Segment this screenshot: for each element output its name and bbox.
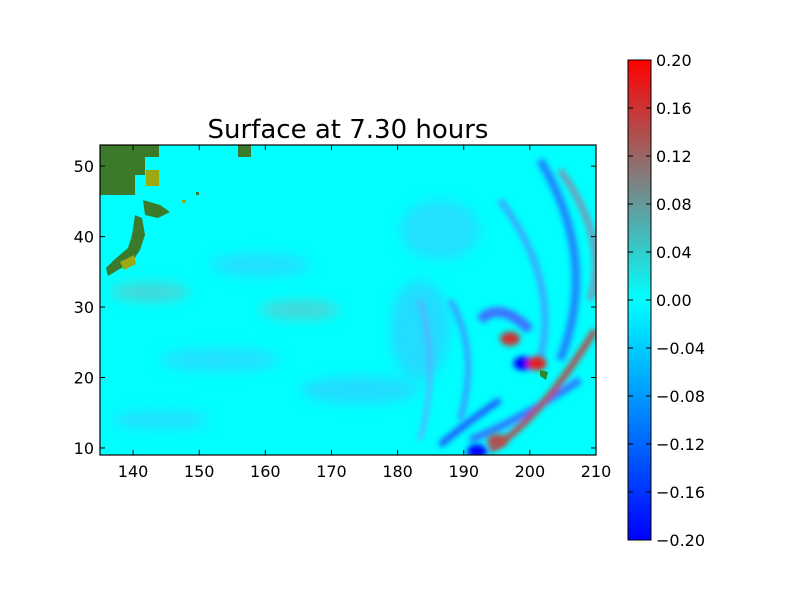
x-axis: 140 150 160 170 180 190 200 210 xyxy=(118,145,611,481)
x-tick: 140 xyxy=(118,145,149,481)
y-tick-label: 10 xyxy=(74,439,94,458)
x-tick-label: 150 xyxy=(184,462,215,481)
x-tick-label: 180 xyxy=(382,462,413,481)
colorbar: 0.20 0.16 0.12 0.08 0.04 0.00 −0.04 −0.08 −0.12 −… xyxy=(627,51,705,550)
colorbar-tick: 0.12 xyxy=(628,147,692,166)
colorbar-tick-label: −0.08 xyxy=(656,387,705,406)
wave-feature xyxy=(526,356,547,371)
colorbar-tick-label: 0.04 xyxy=(656,243,692,262)
wave-field xyxy=(100,145,596,455)
x-tick: 190 xyxy=(448,145,479,481)
x-tick: 170 xyxy=(316,145,347,481)
colorbar-tick-label: −0.16 xyxy=(656,483,705,502)
land-mass xyxy=(100,145,548,380)
y-tick-label: 20 xyxy=(74,369,94,388)
colorbar-tick: −0.20 xyxy=(628,531,705,550)
x-tick: 150 xyxy=(184,145,215,481)
heatmap-plot: 140 150 160 170 180 190 200 210 10 20 30 40 50 xyxy=(74,144,611,481)
y-tick: 10 xyxy=(74,439,596,458)
colorbar-tick-label: 0.12 xyxy=(656,147,692,166)
x-tick-label: 140 xyxy=(118,462,149,481)
wave-feature xyxy=(500,331,521,346)
y-tick: 30 xyxy=(74,298,596,317)
colorbar-tick: 0.04 xyxy=(628,243,692,262)
x-tick-label: 200 xyxy=(515,462,546,481)
wave-feature xyxy=(486,433,507,448)
y-tick-label: 50 xyxy=(74,157,94,176)
y-tick: 20 xyxy=(74,369,596,388)
colorbar-tick: −0.12 xyxy=(628,435,705,454)
colorbar-tick: −0.16 xyxy=(628,483,705,502)
colorbar-tick-label: −0.20 xyxy=(656,531,705,550)
colorbar-tick: −0.08 xyxy=(628,387,705,406)
x-tick: 210 xyxy=(581,145,612,481)
colorbar-tick-label: 0.00 xyxy=(656,291,692,310)
colorbar-tick-label: −0.04 xyxy=(656,339,705,358)
colorbar-tick: 0.16 xyxy=(628,99,692,118)
colorbar-tick-label: 0.16 xyxy=(656,99,692,118)
plot-background xyxy=(100,145,596,455)
y-axis: 10 20 30 40 50 xyxy=(74,157,596,458)
y-tick-label: 30 xyxy=(74,298,94,317)
x-tick: 160 xyxy=(250,145,281,481)
colorbar-tick-label: 0.20 xyxy=(656,51,692,70)
plot-frame xyxy=(99,144,597,456)
y-tick-label: 40 xyxy=(74,228,94,247)
y-tick: 40 xyxy=(74,228,596,247)
colorbar-tick-label: −0.12 xyxy=(656,435,705,454)
colorbar-tick: 0.00 xyxy=(628,291,692,310)
wave-feature xyxy=(466,444,487,455)
colorbar-tick: −0.04 xyxy=(628,339,705,358)
x-tick-label: 190 xyxy=(448,462,479,481)
x-tick: 200 xyxy=(515,145,546,481)
x-tick: 180 xyxy=(382,145,413,481)
colorbar-tick-label: 0.08 xyxy=(656,195,692,214)
chart-title: Surface at 7.30 hours xyxy=(208,115,489,145)
y-tick: 50 xyxy=(74,157,596,176)
colorbar-ticks: 0.20 0.16 0.12 0.08 0.04 0.00 −0.04 −0.08 −0.12 −… xyxy=(628,51,705,550)
colorbar-tick: 0.20 xyxy=(628,51,692,70)
x-tick-label: 160 xyxy=(250,462,281,481)
x-tick-label: 210 xyxy=(581,462,612,481)
colorbar-tick: 0.08 xyxy=(628,195,692,214)
x-tick-label: 170 xyxy=(316,462,347,481)
